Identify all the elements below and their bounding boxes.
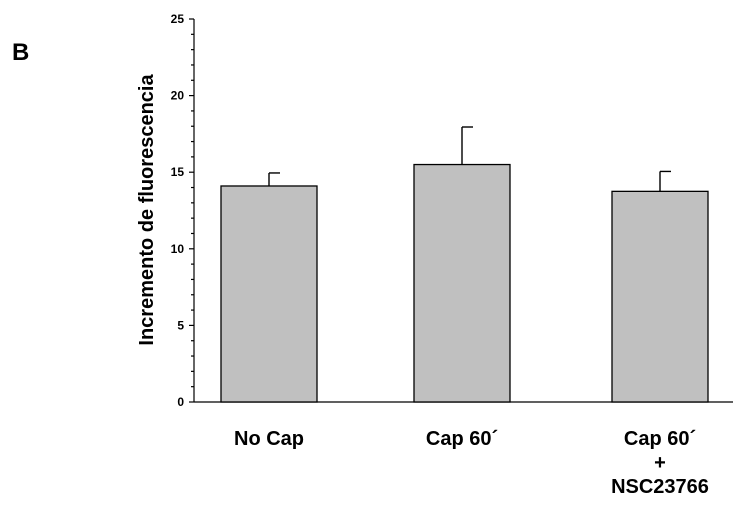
bars	[220, 126, 709, 403]
bar	[611, 190, 709, 403]
y-tick-label: 20	[171, 89, 185, 103]
x-tick-label: No Cap	[234, 428, 304, 450]
y-tick-label: 0	[177, 395, 184, 409]
bar	[413, 163, 511, 403]
bar	[220, 185, 318, 403]
y-axis-label: Incremento de fluorescencia	[136, 74, 158, 346]
panel-label: B	[12, 39, 29, 66]
y-tick-label: 5	[177, 318, 184, 332]
x-tick-label: Cap 60´	[426, 428, 498, 450]
x-tick-labels: No Cap Cap 60´ Cap 60´ + NSC23766	[234, 428, 709, 498]
x-tick-label: Cap 60´ + NSC23766	[611, 428, 709, 498]
y-tick-label: 15	[171, 165, 185, 179]
y-tick-label: 25	[171, 12, 185, 26]
y-tick-label: 10	[171, 242, 185, 256]
